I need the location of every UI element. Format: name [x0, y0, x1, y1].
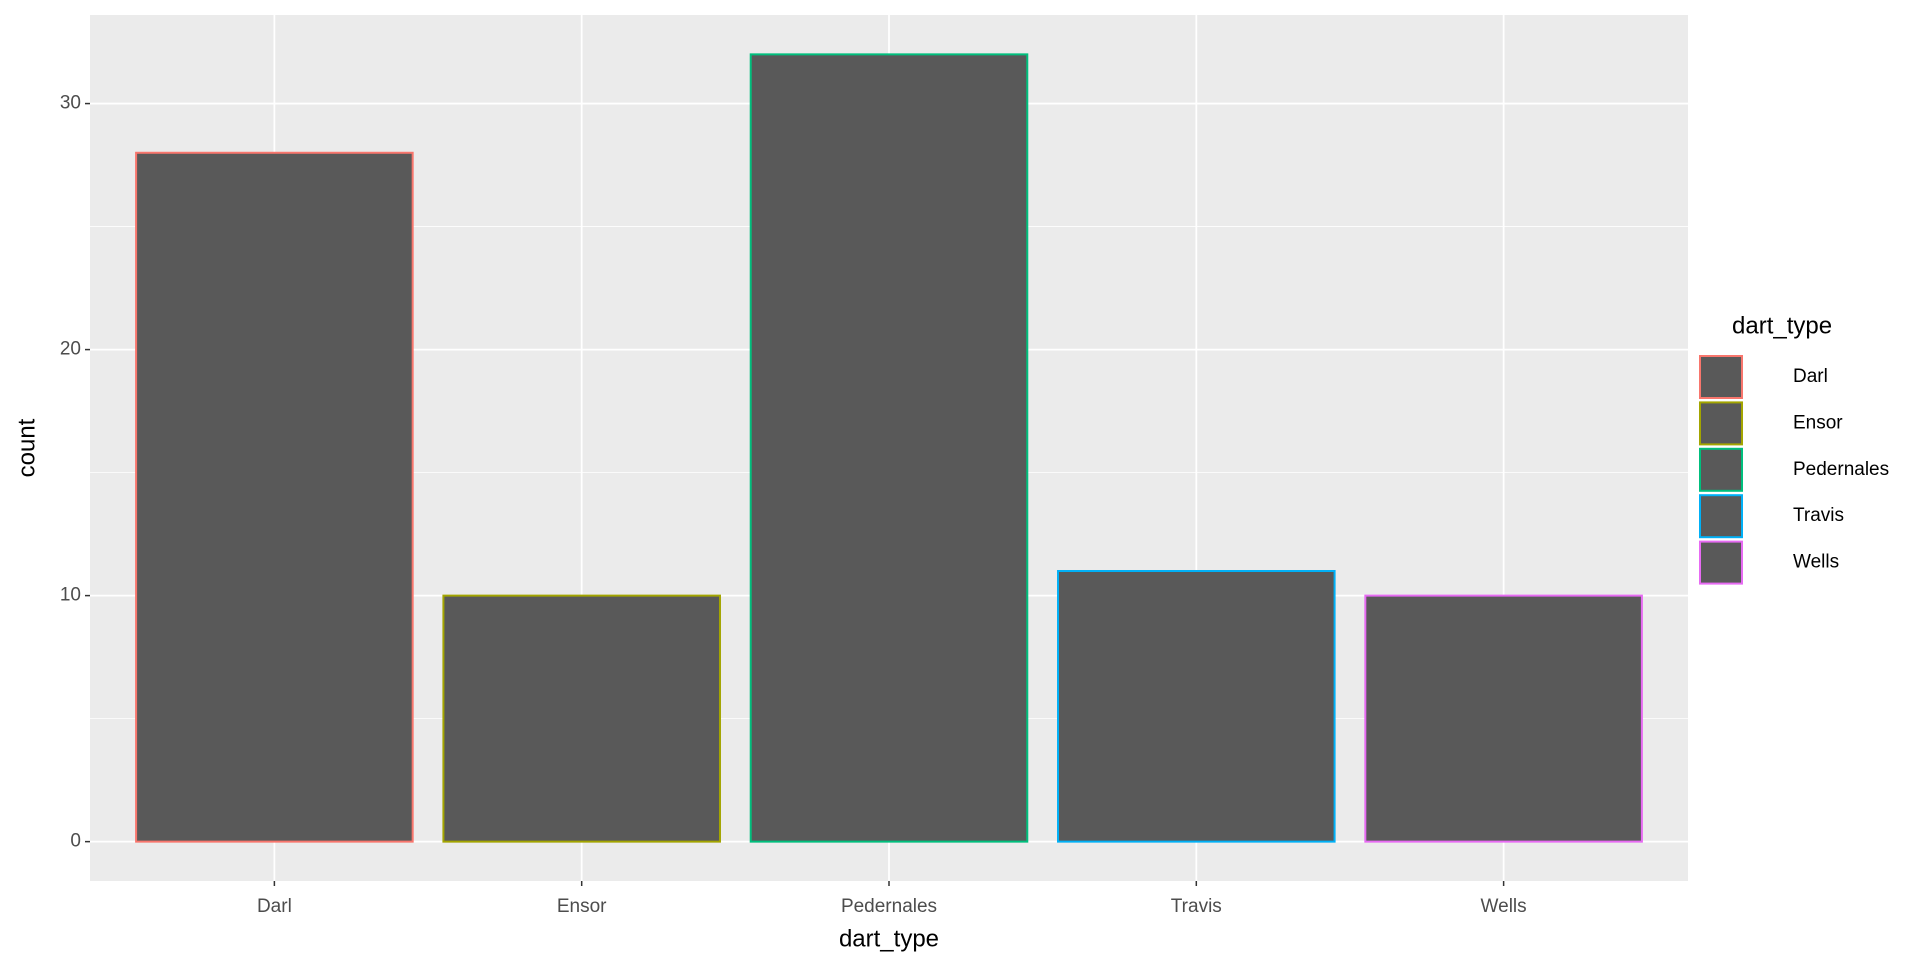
legend-key: [1699, 540, 1743, 585]
y-tick-label: 0: [70, 831, 81, 852]
x-tick-label: Ensor: [557, 896, 607, 917]
legend-key: [1699, 447, 1743, 492]
legend-label: Pedernales: [1793, 459, 1889, 480]
legend-label: Wells: [1793, 552, 1839, 573]
y-tick-label: 20: [60, 339, 81, 360]
bar: [442, 594, 721, 843]
legend-key: [1699, 401, 1743, 446]
bar: [1364, 594, 1643, 843]
legend-label: Travis: [1793, 505, 1844, 526]
legend-label: Ensor: [1793, 412, 1843, 433]
bar: [1057, 570, 1336, 843]
x-tick-label: Wells: [1481, 896, 1527, 917]
bar: [135, 151, 414, 843]
legend-title: dart_type: [1732, 312, 1832, 339]
x-tick-label: Pedernales: [841, 896, 937, 917]
bar: [749, 53, 1029, 843]
y-axis-title: count: [13, 418, 40, 477]
x-tick-label: Travis: [1171, 896, 1222, 917]
legend-key: [1699, 494, 1743, 539]
y-tick-label: 30: [60, 93, 81, 114]
x-axis-title: dart_type: [839, 925, 939, 952]
x-tick-label: Darl: [257, 896, 292, 917]
legend-label: Darl: [1793, 366, 1828, 387]
legend-key: [1699, 355, 1743, 399]
y-tick-label: 10: [60, 585, 81, 606]
